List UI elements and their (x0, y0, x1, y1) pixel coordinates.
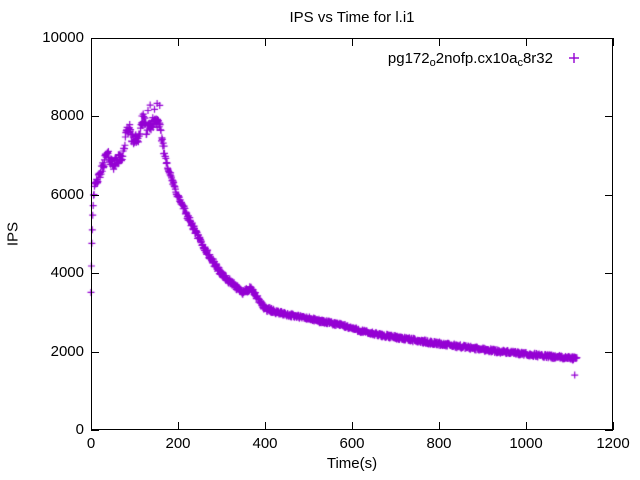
x-tick-mark-mirror (613, 38, 614, 46)
y-tick-mark-mirror (605, 38, 613, 39)
legend-label-part: 2nofp.cx10a (435, 50, 518, 67)
legend-label-part-subscript: c (517, 57, 523, 69)
y-axis-label: IPS (4, 221, 22, 247)
legend: pg172o2nofp.cx10ac8r32 (250, 50, 553, 69)
x-tick-mark (178, 422, 179, 430)
plot-border (91, 38, 613, 430)
y-tick-mark (91, 352, 99, 353)
legend-series-label: pg172o2nofp.cx10ac8r32 (387, 50, 553, 69)
y-tick-mark (91, 195, 99, 196)
y-tick-mark-mirror (605, 116, 613, 117)
legend-label-part: pg172 (387, 50, 430, 67)
x-tick-label: 0 (86, 435, 96, 452)
x-tick-label: 800 (426, 435, 452, 452)
y-tick-mark-mirror (605, 195, 613, 196)
x-tick-mark (613, 422, 614, 430)
x-tick-mark-mirror (178, 38, 179, 46)
x-tick-label: 1000 (509, 435, 543, 452)
x-tick-label: 200 (165, 435, 191, 452)
y-tick-label: 4000 (50, 264, 84, 281)
x-tick-mark (352, 422, 353, 430)
x-tick-mark-mirror (439, 38, 440, 46)
y-tick-label: 6000 (50, 186, 84, 203)
y-tick-label: 2000 (50, 343, 84, 360)
y-tick-label: 10000 (42, 29, 84, 46)
y-tick-mark (91, 273, 99, 274)
x-tick-mark-mirror (526, 38, 527, 46)
legend-marker-plus-icon (569, 53, 579, 63)
legend-label-part: 8r32 (522, 50, 553, 67)
x-tick-mark (526, 422, 527, 430)
x-tick-mark (91, 422, 92, 430)
x-tick-mark-mirror (352, 38, 353, 46)
chart-title: IPS vs Time for l.i1 (289, 9, 415, 26)
x-tick-label: 1200 (596, 435, 630, 452)
legend-label-part-subscript: o (429, 57, 436, 69)
y-tick-mark-mirror (605, 430, 613, 431)
y-tick-mark (91, 430, 99, 431)
y-tick-label: 0 (75, 421, 84, 438)
y-tick-mark-mirror (605, 352, 613, 353)
x-tick-mark (265, 422, 266, 430)
x-tick-label: 600 (339, 435, 365, 452)
x-tick-label: 400 (252, 435, 278, 452)
y-tick-label: 8000 (50, 107, 84, 124)
x-tick-mark (439, 422, 440, 430)
x-tick-mark-mirror (91, 38, 92, 46)
x-tick-mark-mirror (265, 38, 266, 46)
y-tick-mark-mirror (605, 273, 613, 274)
y-tick-mark (91, 38, 99, 39)
x-axis-label: Time(s) (326, 455, 378, 472)
y-tick-mark (91, 116, 99, 117)
